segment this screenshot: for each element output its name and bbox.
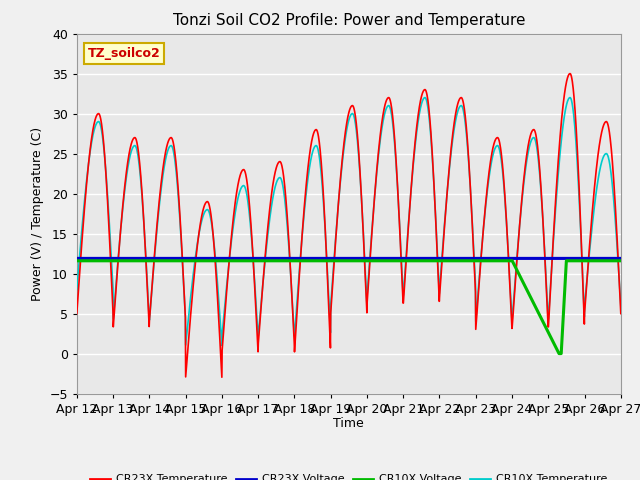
X-axis label: Time: Time: [333, 417, 364, 430]
Text: TZ_soilco2: TZ_soilco2: [88, 47, 161, 60]
Title: Tonzi Soil CO2 Profile: Power and Temperature: Tonzi Soil CO2 Profile: Power and Temper…: [173, 13, 525, 28]
Legend: CR23X Temperature, CR23X Voltage, CR10X Voltage, CR10X Temperature: CR23X Temperature, CR23X Voltage, CR10X …: [86, 470, 612, 480]
Y-axis label: Power (V) / Temperature (C): Power (V) / Temperature (C): [31, 127, 44, 300]
